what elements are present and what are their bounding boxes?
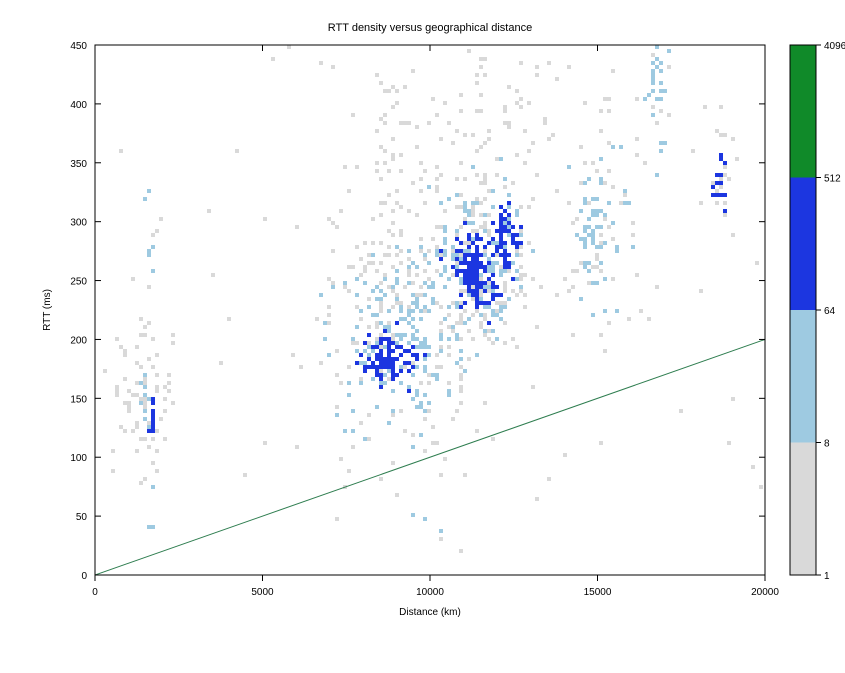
y-tick-label: 400 xyxy=(70,100,87,111)
y-tick-label: 50 xyxy=(76,512,88,523)
y-tick-label: 450 xyxy=(70,41,87,52)
x-tick-label: 0 xyxy=(92,587,98,598)
y-tick-label: 0 xyxy=(81,571,87,582)
y-tick-label: 100 xyxy=(70,453,87,464)
x-axis-label: Distance (km) xyxy=(399,607,461,618)
y-axis-label: RTT (ms) xyxy=(42,289,53,331)
x-tick-label: 10000 xyxy=(416,587,444,598)
colorbar-tick-label: 1 xyxy=(824,571,830,582)
chart-title: RTT density versus geographical distance xyxy=(328,22,532,34)
x-tick-label: 20000 xyxy=(751,587,779,598)
y-tick-label: 350 xyxy=(70,159,87,170)
y-tick-label: 200 xyxy=(70,335,87,346)
x-tick-label: 5000 xyxy=(251,587,274,598)
x-tick-label: 15000 xyxy=(584,587,612,598)
colorbar: 1 8 64 512 4096 xyxy=(790,41,845,582)
rtt-density-chart: RTT density versus geographical distance… xyxy=(0,0,845,673)
colorbar-tick-label: 512 xyxy=(824,174,841,185)
y-tick-label: 250 xyxy=(70,277,87,288)
y-tick-label: 150 xyxy=(70,394,87,405)
colorbar-tick-label: 8 xyxy=(824,439,830,450)
colorbar-tick-label: 64 xyxy=(824,306,836,317)
y-tick-label: 300 xyxy=(70,218,87,229)
chart-container: RTT density versus geographical distance… xyxy=(0,0,845,673)
heatmap-cells xyxy=(103,45,763,553)
colorbar-tick-label: 4096 xyxy=(824,41,845,52)
